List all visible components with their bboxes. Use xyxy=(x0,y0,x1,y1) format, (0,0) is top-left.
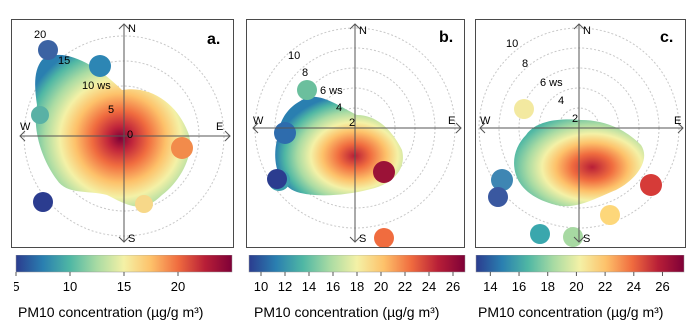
pollution-blob-b xyxy=(267,80,403,247)
colorbar-b-ticks: 10 12 14 16 18 20 22 24 26 xyxy=(254,272,460,294)
axis-arrows-c xyxy=(479,23,684,243)
colorbar-c-tick-label-3: 20 xyxy=(569,279,583,294)
colorbar-b: 10 12 14 16 18 20 22 24 26 xyxy=(248,255,466,294)
direction-s-b: S xyxy=(359,233,366,245)
colorbar-c-tick-label-0: 14 xyxy=(483,279,497,294)
colorbar-b-tick-label-1: 12 xyxy=(278,279,292,294)
polar-plot-c-svg: N E S W 2 4 6 ws 8 10 c. xyxy=(478,23,684,247)
panel-label-a: a. xyxy=(207,31,220,48)
polar-plot-a: N E S W 0 5 10 ws 15 20 a. xyxy=(11,19,234,248)
direction-w-a: W xyxy=(20,121,31,133)
colorbar-b-tick-label-6: 22 xyxy=(398,279,412,294)
colorbar-b-tick-label-2: 14 xyxy=(302,279,316,294)
colorbar-a-tick-label-2: 15 xyxy=(117,279,131,294)
radial-label-b-2: 6 ws xyxy=(320,85,343,97)
radial-label-c-0: 2 xyxy=(572,113,578,125)
colorbar-c: 14 16 18 20 22 24 26 xyxy=(475,255,685,294)
panel-label-b: b. xyxy=(439,29,453,46)
axis-arrows-a xyxy=(19,23,231,243)
colorbar-a: 5 10 15 20 xyxy=(14,255,233,294)
axis-arrows-b xyxy=(252,23,462,243)
direction-w-b: W xyxy=(253,115,264,127)
colorbar-b-tick-label-5: 20 xyxy=(374,279,388,294)
colorbar-b-bar xyxy=(248,255,466,273)
colorbar-c-tick-label-5: 24 xyxy=(627,279,641,294)
direction-s-a: S xyxy=(128,233,135,245)
colorbar-c-tick-label-4: 22 xyxy=(598,279,612,294)
direction-s-c: S xyxy=(583,233,590,245)
radial-label-a-2: 10 ws xyxy=(82,80,111,92)
colorbar-b-title: PM10 concentration (µg/g m³) xyxy=(254,304,440,320)
pollution-blob-a xyxy=(31,40,193,213)
colorbar-c-tick-label-2: 18 xyxy=(540,279,554,294)
colorbar-c-title: PM10 concentration (µg/g m³) xyxy=(478,304,664,320)
colorbar-a-title: PM10 concentration (µg/g m³) xyxy=(18,304,204,320)
polar-plot-a-svg: N E S W 0 5 10 ws 15 20 a. xyxy=(19,23,231,245)
direction-n-a: N xyxy=(128,23,136,35)
radial-label-c-2: 6 ws xyxy=(540,77,563,89)
axes-a xyxy=(20,24,230,242)
colorbar-c-tick-label-6: 26 xyxy=(655,279,669,294)
colorbar-a-tick-label-1: 10 xyxy=(63,279,77,294)
radial-label-c-3: 8 xyxy=(522,58,528,70)
panel-label-c: c. xyxy=(660,29,673,46)
colorbar-a-tick-label-3: 20 xyxy=(171,279,185,294)
axes-c xyxy=(480,24,683,242)
polar-plot-c: N E S W 2 4 6 ws 8 10 c. xyxy=(475,19,686,248)
radial-label-a-3: 15 xyxy=(58,55,70,67)
direction-n-b: N xyxy=(359,25,367,37)
colorbar-b-tick-label-4: 18 xyxy=(350,279,364,294)
direction-e-b: E xyxy=(448,115,455,127)
colorbar-c-tick-label-1: 16 xyxy=(512,279,526,294)
radial-label-b-3: 8 xyxy=(302,67,308,79)
colorbar-a-ticks: 5 10 15 20 xyxy=(14,272,185,294)
direction-n-c: N xyxy=(583,25,591,37)
colorbar-b-tick-label-7: 24 xyxy=(422,279,436,294)
radial-label-a-0: 0 xyxy=(127,129,133,141)
axes-b xyxy=(253,24,461,242)
colorbar-b-tick-label-3: 16 xyxy=(326,279,340,294)
polar-plot-b: N E S W 2 4 6 ws 8 10 b. xyxy=(246,19,465,248)
polar-plot-b-svg: N E S W 2 4 6 ws 8 10 b. xyxy=(252,23,462,247)
radial-label-c-4: 10 xyxy=(506,38,518,50)
radial-label-a-4: 20 xyxy=(34,29,46,41)
direction-w-c: W xyxy=(480,115,491,127)
colorbar-a-tick-label-0: 5 xyxy=(14,279,20,294)
direction-e-c: E xyxy=(674,115,681,127)
colorbar-a-bar xyxy=(15,255,233,273)
radial-label-b-0: 2 xyxy=(349,117,355,129)
colorbar-b-tick-label-0: 10 xyxy=(254,279,268,294)
colorbar-b-tick-label-8: 26 xyxy=(446,279,460,294)
colorbar-c-ticks: 14 16 18 20 22 24 26 xyxy=(483,272,670,294)
radial-label-a-1: 5 xyxy=(108,104,114,116)
colorbar-c-bar xyxy=(475,255,685,273)
radial-label-b-1: 4 xyxy=(336,102,342,114)
radial-label-b-4: 10 xyxy=(288,50,300,62)
radial-label-c-1: 4 xyxy=(558,95,564,107)
direction-e-a: E xyxy=(216,121,223,133)
